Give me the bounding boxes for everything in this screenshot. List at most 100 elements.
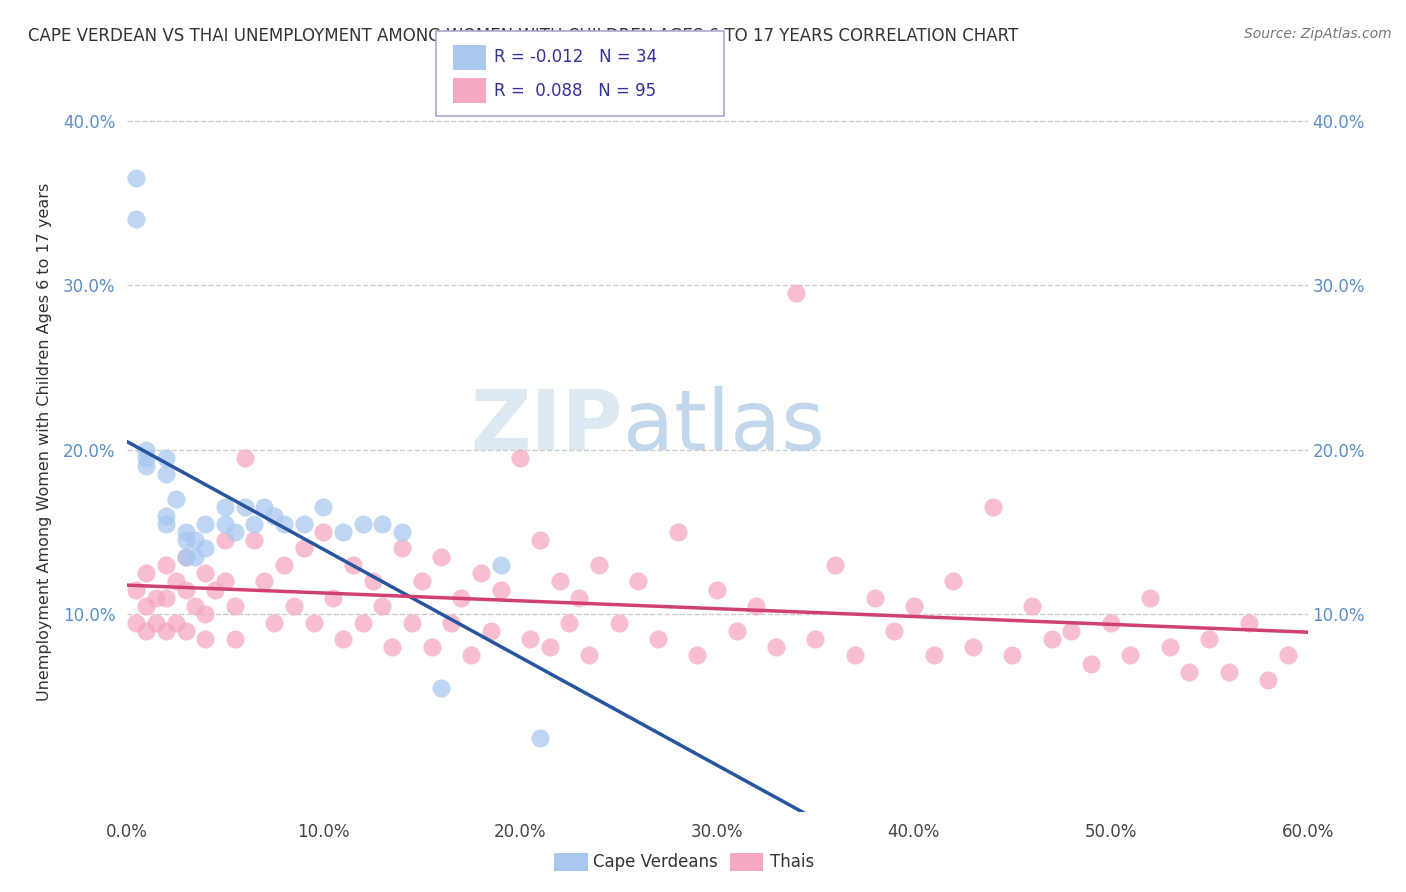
Point — [352, 516, 374, 531]
Point — [519, 632, 541, 646]
Point — [263, 508, 285, 523]
Point — [804, 632, 827, 646]
Point — [174, 533, 197, 548]
Point — [322, 591, 344, 605]
Point — [509, 450, 531, 465]
Point — [647, 632, 669, 646]
Point — [125, 212, 148, 227]
Point — [765, 640, 787, 655]
Point — [607, 615, 630, 630]
Point — [214, 500, 236, 515]
Point — [391, 524, 413, 539]
Point — [145, 615, 167, 630]
Point — [1119, 648, 1142, 663]
Point — [332, 632, 354, 646]
Point — [1099, 615, 1122, 630]
Point — [342, 558, 364, 572]
Point — [883, 624, 905, 638]
Point — [1139, 591, 1161, 605]
Point — [155, 508, 177, 523]
Point — [401, 615, 423, 630]
Point — [1060, 624, 1083, 638]
Point — [184, 533, 207, 548]
Point — [666, 524, 689, 539]
Point — [135, 599, 157, 613]
Point — [125, 171, 148, 186]
Y-axis label: Unemployment Among Women with Children Ages 6 to 17 years: Unemployment Among Women with Children A… — [37, 183, 52, 700]
Point — [725, 624, 748, 638]
Point — [371, 516, 394, 531]
Point — [745, 599, 768, 613]
Text: CAPE VERDEAN VS THAI UNEMPLOYMENT AMONG WOMEN WITH CHILDREN AGES 6 TO 17 YEARS C: CAPE VERDEAN VS THAI UNEMPLOYMENT AMONG … — [28, 27, 1018, 45]
Point — [1040, 632, 1063, 646]
Point — [263, 615, 285, 630]
Point — [224, 524, 246, 539]
Point — [165, 492, 187, 507]
Point — [529, 731, 551, 745]
Point — [844, 648, 866, 663]
Point — [430, 681, 453, 696]
Point — [184, 599, 207, 613]
Point — [174, 549, 197, 564]
Point — [538, 640, 561, 655]
Point — [942, 574, 965, 589]
Point — [352, 615, 374, 630]
Point — [1218, 665, 1240, 679]
Point — [489, 582, 512, 597]
Point — [548, 574, 571, 589]
Point — [568, 591, 591, 605]
Point — [381, 640, 404, 655]
Point — [440, 615, 463, 630]
Point — [430, 549, 453, 564]
Point — [155, 591, 177, 605]
Point — [174, 524, 197, 539]
Point — [184, 549, 207, 564]
Point — [863, 591, 886, 605]
Point — [470, 566, 492, 581]
Point — [145, 591, 167, 605]
Point — [903, 599, 925, 613]
Point — [155, 450, 177, 465]
Text: Thais: Thais — [770, 853, 814, 871]
Point — [214, 574, 236, 589]
Point — [155, 558, 177, 572]
Point — [312, 524, 335, 539]
Point — [1021, 599, 1043, 613]
Point — [135, 442, 157, 457]
Point — [312, 500, 335, 515]
Point — [224, 599, 246, 613]
Point — [529, 533, 551, 548]
Text: atlas: atlas — [623, 386, 824, 467]
Point — [981, 500, 1004, 515]
Point — [214, 516, 236, 531]
Point — [214, 533, 236, 548]
Point — [174, 624, 197, 638]
Point — [489, 558, 512, 572]
Point — [204, 582, 226, 597]
Point — [165, 615, 187, 630]
Point — [283, 599, 305, 613]
Point — [194, 607, 217, 622]
Point — [135, 459, 157, 474]
Point — [1237, 615, 1260, 630]
Point — [332, 524, 354, 539]
Text: Source: ZipAtlas.com: Source: ZipAtlas.com — [1244, 27, 1392, 41]
Point — [155, 516, 177, 531]
Text: R = -0.012   N = 34: R = -0.012 N = 34 — [494, 48, 657, 66]
Point — [1178, 665, 1201, 679]
Point — [273, 558, 295, 572]
Point — [302, 615, 325, 630]
Point — [125, 582, 148, 597]
Point — [233, 500, 256, 515]
Point — [194, 632, 217, 646]
Point — [706, 582, 728, 597]
Point — [962, 640, 984, 655]
Point — [243, 516, 266, 531]
Point — [1277, 648, 1299, 663]
Point — [243, 533, 266, 548]
Point — [174, 549, 197, 564]
Point — [233, 450, 256, 465]
Point — [273, 516, 295, 531]
Point — [194, 516, 217, 531]
Point — [479, 624, 502, 638]
